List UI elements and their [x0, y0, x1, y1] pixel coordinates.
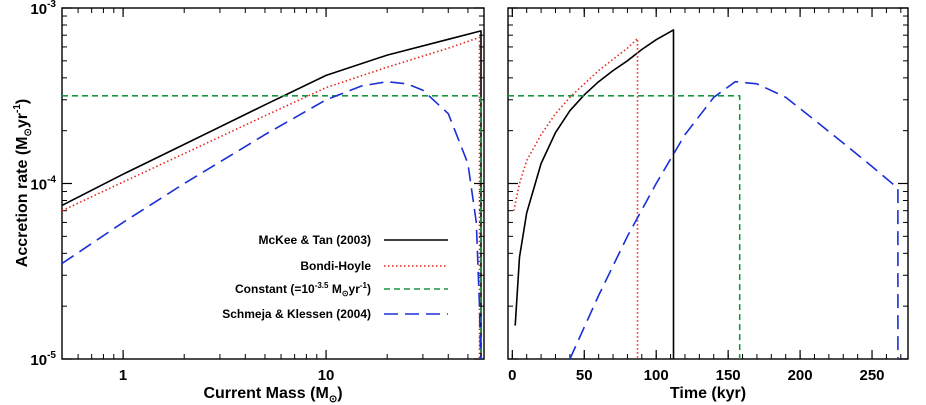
x-tick-label: 200 [788, 367, 813, 384]
y-tick-label: 10-5 [30, 350, 56, 369]
legend-label-bondi: Bondi-Hoyle [300, 259, 371, 273]
left-x-axis-label: Current Mass (M⊙) [203, 385, 342, 405]
x-tick-label: 1 [119, 367, 127, 384]
left-axis-ticks: 1 10 10-3 10-4 10-5 [30, 0, 485, 384]
series-line-0 [62, 30, 482, 359]
x-tick-label: 0 [508, 367, 516, 384]
right-plot-frame [507, 7, 909, 360]
series-line-3 [62, 80, 482, 359]
series-line-1 [513, 37, 639, 359]
y-tick-label: 10-4 [30, 175, 56, 194]
y-axis-label: Accretion rate (M⊙yr-1) [12, 99, 34, 267]
x-tick-label: 150 [716, 367, 741, 384]
series-line-2 [508, 95, 741, 359]
series-line-3 [569, 80, 899, 359]
legend: McKee & Tan (2003) Bondi-Hoyle Constant … [222, 233, 448, 321]
right-axis-ticks: 0 50 100 150 200 250 [508, 7, 908, 384]
legend-label-constant: Constant (=10-3.5 M⊙yr-1) [235, 281, 371, 298]
x-tick-label: 10 [318, 367, 335, 384]
right-series-group [508, 29, 899, 359]
left-series-group [62, 30, 482, 359]
x-tick-label: 50 [576, 367, 593, 384]
legend-label-schmeja: Schmeja & Klessen (2004) [222, 307, 371, 321]
right-x-axis-label: Time (kyr) [670, 385, 746, 402]
y-tick-label: 10-3 [30, 0, 56, 18]
legend-label-mckee: McKee & Tan (2003) [259, 233, 371, 247]
series-line-2 [62, 95, 482, 359]
x-tick-label: 100 [644, 367, 669, 384]
series-line-0 [514, 29, 675, 359]
x-tick-label: 250 [860, 367, 885, 384]
